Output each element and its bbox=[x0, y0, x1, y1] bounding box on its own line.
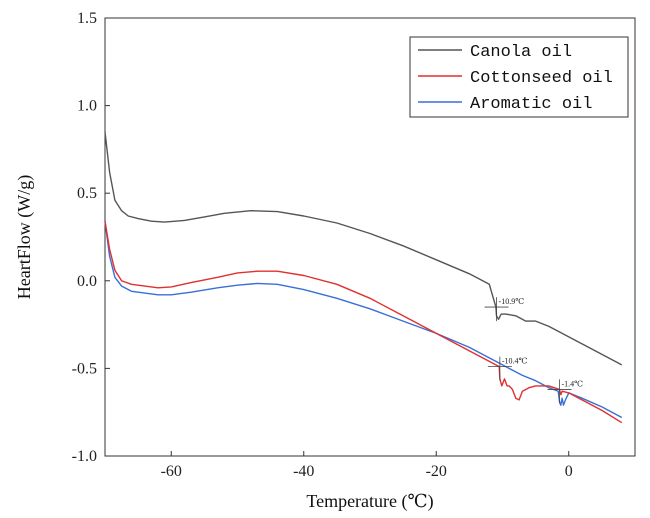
legend-label-cottonseed: Cottonseed oil bbox=[470, 69, 613, 88]
annotation-layer: -10.9℃ -10.4℃ -1.4℃ bbox=[484, 297, 583, 404]
series-line-aromatic bbox=[104, 221, 623, 419]
x-tick-label: -60 bbox=[161, 463, 182, 480]
y-tick-label: -1.0 bbox=[72, 448, 97, 465]
y-tick-label: -0.5 bbox=[72, 360, 97, 377]
legend: Canola oil Cottonseed oil Aromatic oil bbox=[409, 36, 629, 118]
y-axis: -1.0 -0.5 0.0 0.5 1.0 1.5 bbox=[72, 10, 110, 465]
y-tick-label: 0.0 bbox=[77, 273, 97, 290]
annotation-label: -10.4℃ bbox=[502, 357, 528, 366]
plot-frame bbox=[104, 17, 636, 457]
series-line-canola bbox=[104, 131, 623, 366]
x-axis: -60 -40 -20 0 bbox=[161, 451, 573, 480]
x-tick-label: 0 bbox=[565, 463, 573, 480]
y-tick-label: 1.0 bbox=[77, 98, 97, 115]
annotation-label: -1.4℃ bbox=[561, 379, 583, 388]
series-layer bbox=[104, 131, 623, 424]
annotation-label: -10.9℃ bbox=[499, 297, 525, 306]
legend-label-canola: Canola oil bbox=[470, 43, 572, 62]
x-tick-label: -20 bbox=[426, 463, 447, 480]
legend-label-aromatic: Aromatic oil bbox=[470, 95, 592, 114]
y-tick-label: 1.5 bbox=[77, 10, 97, 27]
x-tick-label: -40 bbox=[293, 463, 314, 480]
y-tick-label: 0.5 bbox=[77, 185, 97, 202]
y-axis-title: HeartFlow (W/g) bbox=[14, 175, 35, 299]
series-line-cottonseed bbox=[104, 221, 623, 424]
x-axis-title: Temperature (℃) bbox=[306, 491, 433, 512]
